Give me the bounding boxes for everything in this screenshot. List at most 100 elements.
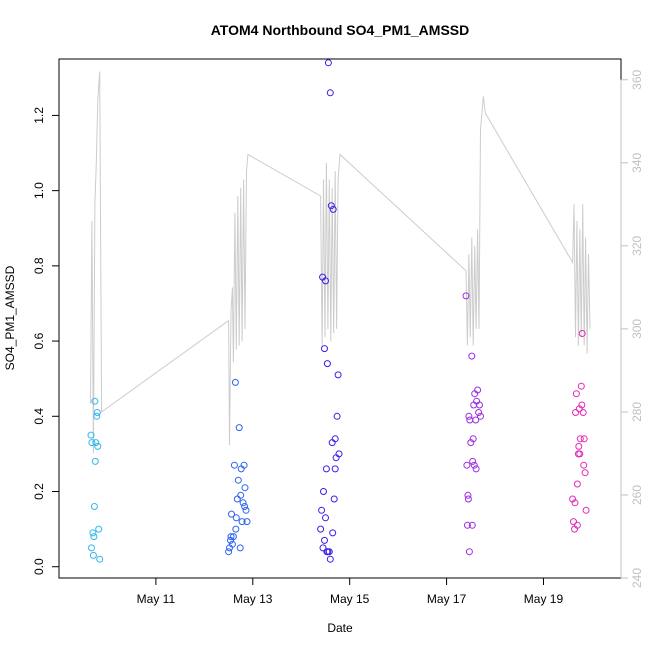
data-point [323,548,331,556]
y-tick-label: 1.0 [32,182,46,199]
data-point [318,506,326,514]
data-point [323,360,331,368]
data-point [94,442,102,450]
data-point [228,510,235,518]
data-point [89,529,97,537]
data-point [331,465,339,473]
data-point [334,371,342,379]
data-point [89,551,97,559]
data-point [227,533,235,541]
data-point [577,382,585,390]
data-point [322,514,329,522]
data-point [464,495,472,503]
data-point [463,461,471,469]
data-point [326,89,334,97]
data-point [321,536,328,544]
data-point [324,59,332,67]
data-point [333,412,341,420]
data-point [580,461,588,469]
y2-tick-label: 280 [630,402,644,422]
y2-tick-label: 260 [630,485,644,505]
data-point [238,518,246,526]
y-axis-left: 0.0 0.2 0.4 0.6 0.8 1.0 1.2 [32,107,59,575]
x-tick-label: May 11 [137,592,176,606]
data-point [91,397,99,405]
data-point [468,352,476,360]
data-point [90,533,98,541]
data-point [225,548,233,556]
data-point [234,476,242,484]
data-point [329,205,337,213]
data-point [91,457,99,465]
data-point [572,390,580,398]
y2-tick-label: 360 [630,69,644,89]
data-point [237,491,245,499]
data-point [329,529,337,537]
data-point [319,544,327,552]
data-point [465,412,473,420]
y2-tick-label: 340 [630,152,644,172]
data-point [230,461,238,469]
data-point [87,431,95,439]
secondary-series-line [90,71,591,454]
data-point [571,499,579,507]
data-point [580,435,588,443]
data-point [241,503,249,510]
data-point [242,506,250,514]
y-tick-label: 0.0 [32,558,46,575]
data-point [326,555,334,563]
y2-tick-label: 300 [630,319,644,339]
data-point [232,525,240,533]
data-point [466,416,474,424]
chart-title: ATOM4 Northbound SO4_PM1_AMSSD [211,22,470,38]
data-point [579,409,587,416]
data-point [95,525,103,533]
data-point [88,439,96,447]
data-point [90,503,98,510]
y-tick-label: 0.4 [32,408,46,425]
data-point [573,521,581,529]
data-point [330,495,338,503]
data-point [243,518,251,526]
data-point [469,435,477,443]
data-point [573,480,581,488]
data-point [322,465,330,473]
data-point [569,495,577,503]
data-point [229,533,237,541]
data-point [474,386,482,394]
data-point [236,544,244,552]
y-axis-right: 240 260 280 300 320 340 360 [620,69,644,588]
data-point [467,439,475,447]
scatter-points [87,59,590,563]
data-point [578,401,586,409]
y-tick-label: 0.8 [32,257,46,274]
data-point [320,488,327,495]
data-point [476,401,483,409]
data-point [468,521,476,529]
y2-tick-label: 320 [630,235,644,255]
y-tick-label: 1.2 [32,107,46,124]
data-point [93,412,101,420]
data-point [317,525,325,533]
y-tick-label: 0.6 [32,332,46,349]
data-point [92,439,100,447]
data-point [235,424,243,432]
y-tick-label: 0.2 [32,483,46,500]
data-point [96,555,104,563]
data-point [462,292,470,300]
data-point [321,345,328,353]
data-point [578,330,586,337]
data-point [335,450,343,458]
data-point [239,499,247,507]
x-axis: May 11 May 13 May 15 May 17 May 19 [137,578,563,606]
data-point [93,409,101,416]
x-tick-label: May 15 [330,592,370,606]
y-axis-label: SO4_PM1_AMSSD [3,265,17,370]
data-point [570,518,577,526]
data-point [465,548,473,556]
data-point [331,435,339,443]
secondary-line [90,71,591,454]
data-point [472,465,480,473]
data-point [241,484,249,492]
